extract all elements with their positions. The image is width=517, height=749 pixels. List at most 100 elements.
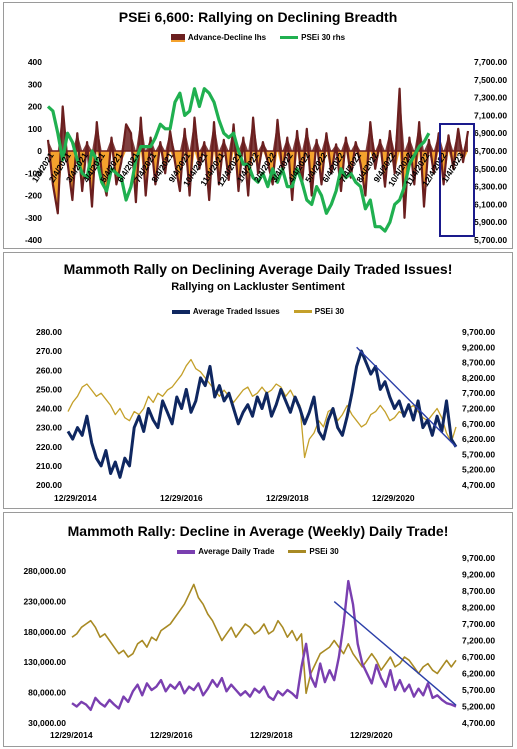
chart-plot: 400 300 200 100 0 -100 -200 -300 -400 7,700.00 7,5… [25, 57, 507, 245]
y-axis-left-tick: 100 [28, 124, 42, 134]
y-axis-right-tick: 6,900.00 [474, 128, 507, 138]
legend-item-psei: PSEi 30 [288, 547, 339, 556]
y-axis-left-tick: -100 [25, 168, 42, 178]
y-axis-left-tick: -200 [25, 191, 42, 201]
chart-legend: Average Traded Issues PSEi 30 [4, 307, 512, 316]
y-axis-right-tick: 5,900.00 [474, 217, 507, 227]
chart-subtitle: Rallying on Lackluster Sentiment [171, 281, 345, 293]
y-axis-left-tick: 230.00 [36, 423, 62, 433]
chart-legend: Average Daily Trade PSEi 30 [4, 547, 512, 556]
chart-plot: 280,000.00 230,000.00 180,000.00 130,000.00… [23, 553, 495, 740]
legend-label: PSEi 30 [309, 547, 339, 556]
y-axis-right-tick: 5,200.00 [462, 702, 495, 712]
x-axis-tick: 12/29/2016 [150, 730, 193, 740]
y-axis-left-tick: 250.00 [36, 384, 62, 394]
x-axis-tick: 12/29/2014 [54, 493, 97, 503]
chart-traded-issues: Mammoth Rally on Declining Average Daily… [3, 252, 513, 509]
trendline [333, 601, 457, 706]
chart-daily-trade: Mammoth Rally: Decline in Average (Weekl… [3, 512, 513, 747]
legend-item-psei: PSEi 30 rhs [280, 33, 345, 42]
y-axis-right-tick: 7,300.00 [474, 93, 507, 103]
chart-title: Mammoth Rally: Decline in Average (Weekl… [67, 523, 449, 539]
y-axis-right-tick: 9,200.00 [462, 342, 495, 352]
legend-swatch [288, 550, 307, 553]
y-axis-left-tick: 300 [28, 79, 42, 89]
chart-title: Mammoth Rally on Declining Average Daily… [63, 261, 453, 277]
y-axis-right-tick: 8,200.00 [462, 603, 495, 613]
y-axis-right-tick: 8,700.00 [462, 586, 495, 596]
chart-plot: 280.00 270.00 260.00 250.00 240.00 230.00 220.… [36, 327, 495, 503]
legend-swatch [171, 309, 190, 314]
y-axis-right-tick: 4,700.00 [462, 480, 495, 490]
x-axis-tick: 12/29/2016 [160, 493, 203, 503]
y-axis-left-tick: 230,000.00 [23, 596, 66, 606]
x-axis-tick: 12/29/2018 [250, 730, 293, 740]
traded-issues-line [66, 349, 458, 479]
y-axis-right-tick: 5,700.00 [462, 449, 495, 459]
y-axis-right-tick: 5,200.00 [462, 465, 495, 475]
chart-title: PSEi 6,600: Rallying on Declining Breadt… [118, 9, 398, 25]
y-axis-left-tick: -400 [25, 235, 42, 245]
daily-trade-line [71, 579, 457, 711]
y-axis-left-tick: 280.00 [36, 327, 62, 337]
y-axis-right-tick: 8,200.00 [462, 373, 495, 383]
y-axis-left-tick: 80,000.00 [28, 688, 66, 698]
x-axis-tick: 12/29/2020 [350, 730, 393, 740]
y-axis-left-tick: 260.00 [36, 365, 62, 375]
x-axis-tick: 12/29/2020 [372, 493, 415, 503]
y-axis-right-tick: 5,700.00 [474, 235, 507, 245]
legend-label: Average Traded Issues [192, 307, 280, 316]
legend-item-psei: PSEi 30 [293, 307, 345, 316]
y-axis-left-tick: 280,000.00 [23, 566, 66, 576]
legend-swatch [170, 33, 185, 42]
y-axis-right-tick: 7,200.00 [462, 636, 495, 646]
y-axis-left-tick: -300 [25, 213, 42, 223]
legend-item-advance-decline: Advance-Decline lhs [170, 33, 267, 42]
y-axis-right-tick: 6,300.00 [474, 182, 507, 192]
legend-item-traded-issues: Average Traded Issues [171, 307, 280, 316]
y-axis-right-tick: 7,700.00 [474, 57, 507, 67]
y-axis-right-tick: 7,100.00 [474, 110, 507, 120]
y-axis-right-tick: 7,700.00 [462, 388, 495, 398]
psei-line [71, 583, 457, 695]
x-axis-tick: 12/29/2018 [266, 493, 309, 503]
y-axis-right-tick: 7,200.00 [462, 404, 495, 414]
y-axis-right-tick: 6,700.00 [462, 652, 495, 662]
y-axis-left-tick: 200.00 [36, 480, 62, 490]
chart-psei-breadth: PSEi 6,600: Rallying on Declining Breadt… [3, 2, 513, 249]
legend-label: PSEi 30 [314, 307, 345, 316]
y-axis-left-tick: 270.00 [36, 346, 62, 356]
y-axis-left-tick: 0 [37, 146, 42, 156]
y-axis-right-tick: 6,500.00 [474, 164, 507, 174]
y-axis-left-tick: 200 [28, 102, 42, 112]
legend-swatch [177, 549, 196, 554]
y-axis-right-tick: 8,700.00 [462, 358, 495, 368]
y-axis-left-tick: 180,000.00 [23, 627, 66, 637]
y-axis-left-tick: 210.00 [36, 461, 62, 471]
x-axis-tick: 12/29/2014 [50, 730, 93, 740]
y-axis-right-tick: 4,700.00 [462, 718, 495, 728]
y-axis-right-tick: 5,700.00 [462, 685, 495, 695]
trendline [356, 346, 457, 448]
y-axis-left-tick: 240.00 [36, 404, 62, 414]
chart-legend: Advance-Decline lhs PSEi 30 rhs [4, 33, 512, 42]
legend-label: Average Daily Trade [198, 547, 275, 556]
advance-decline-line [46, 87, 470, 219]
y-axis-right-tick: 9,700.00 [462, 553, 495, 563]
legend-label: Advance-Decline lhs [187, 33, 267, 42]
y-axis-left-tick: 400 [28, 57, 42, 67]
legend-label: PSEi 30 rhs [301, 33, 346, 42]
psei-line [46, 87, 431, 233]
legend-swatch [280, 36, 299, 39]
y-axis-right-tick: 6,100.00 [474, 199, 507, 209]
y-axis-left-tick: 220.00 [36, 442, 62, 452]
y-axis-right-tick: 6,200.00 [462, 669, 495, 679]
y-axis-left-tick: 30,000.00 [28, 718, 66, 728]
highlight-box [439, 123, 475, 237]
y-axis-right-tick: 6,700.00 [474, 146, 507, 156]
y-axis-right-tick: 6,200.00 [462, 434, 495, 444]
y-axis-right-tick: 6,700.00 [462, 419, 495, 429]
y-axis-left-tick: 130,000.00 [23, 657, 66, 667]
y-axis-right-tick: 9,200.00 [462, 570, 495, 580]
legend-swatch [293, 310, 312, 313]
